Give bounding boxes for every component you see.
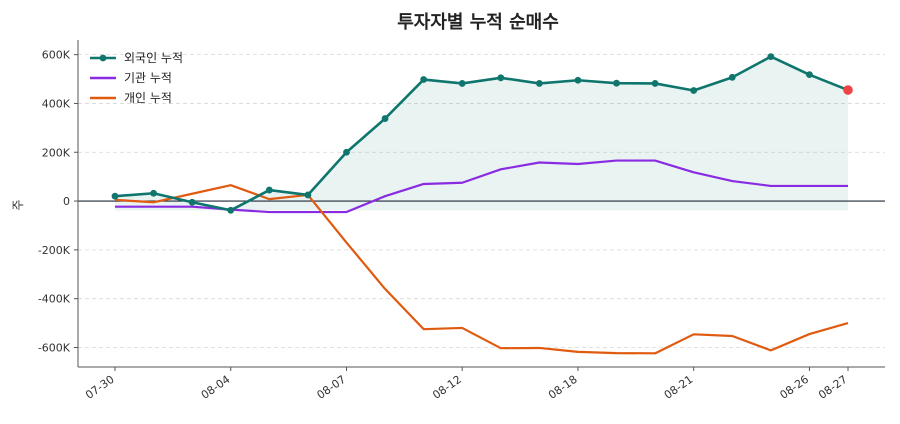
data-point	[690, 87, 698, 94]
last-point-marker	[843, 85, 853, 95]
y-tick-label: -600K	[38, 341, 71, 354]
x-tick-label: 08-18	[546, 373, 580, 402]
fill-layer	[115, 56, 848, 211]
legend-marker	[99, 54, 107, 62]
data-point	[613, 79, 620, 87]
y-axis-label: 주	[11, 199, 25, 210]
y-tick-label: -200K	[38, 244, 71, 257]
y-tick-label: 600K	[42, 49, 71, 62]
data-point	[265, 186, 273, 194]
series-line	[114, 55, 849, 212]
x-tick-label: 08-21	[662, 373, 696, 402]
series-line	[114, 184, 849, 355]
y-tick-label: -400K	[38, 293, 71, 306]
x-tick-label: 08-04	[199, 373, 233, 402]
x-tick-label: 08-26	[777, 373, 811, 402]
y-tick-label: 0	[63, 195, 70, 208]
data-point	[806, 71, 813, 79]
x-tick-label: 08-07	[315, 373, 349, 402]
data-point	[497, 74, 505, 82]
data-point	[381, 115, 389, 122]
legend-label: 기관 누적	[124, 71, 172, 85]
y-tick-label: 400K	[42, 97, 71, 110]
data-point	[188, 198, 196, 206]
series-fill-area	[115, 56, 848, 211]
y-tick-label: 200K	[42, 146, 71, 159]
data-point	[304, 191, 312, 199]
data-point	[535, 80, 543, 87]
data-point	[343, 148, 350, 156]
x-tick-label: 08-12	[430, 373, 464, 402]
data-point	[227, 206, 235, 214]
x-tick-label: 08-27	[816, 373, 850, 402]
data-point	[150, 189, 157, 197]
data-point	[458, 80, 466, 87]
data-point	[651, 80, 659, 87]
data-point	[728, 73, 736, 81]
legend-label: 외국인 누적	[124, 51, 183, 65]
legend-label: 개인 누적	[124, 91, 172, 105]
series-line	[115, 159, 848, 214]
data-point	[111, 192, 119, 200]
series-layer	[111, 53, 853, 355]
data-point	[767, 53, 775, 60]
data-point	[574, 76, 582, 84]
chart-title: 투자자별 누적 순매수	[397, 12, 559, 33]
x-tick-label: 07-30	[83, 373, 117, 402]
data-point	[420, 76, 428, 83]
